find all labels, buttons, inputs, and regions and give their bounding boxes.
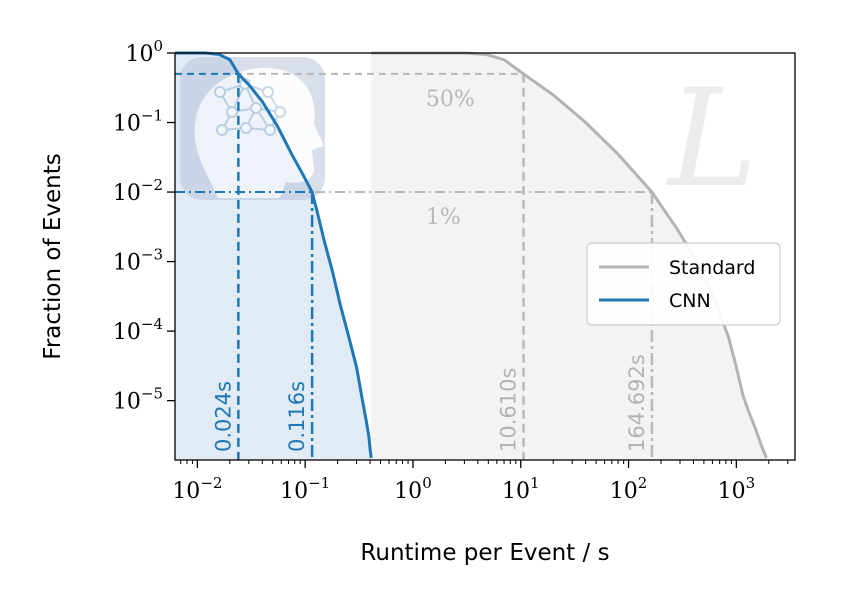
threshold-label: 1% [426,205,461,230]
y-tick-label: 100 [125,37,163,67]
legend-label: Standard [669,257,755,279]
series-line-standard [371,51,768,459]
y-tick-label: 10−3 [113,246,163,276]
y-tick-label: 10−2 [113,176,163,206]
network-node [262,86,274,98]
ai-head-logo [180,57,325,200]
legend-label: CNN [669,290,711,312]
y-tick-label: 10−4 [113,315,163,345]
runtime-label: 0.116s [285,381,309,452]
head-silhouette [194,67,324,198]
y-axis-title: Fraction of Events [40,153,66,359]
text-layer: 10−2 10−1 100 101 102 103 100 10−1 10−2 10−3 10−4 1… [40,37,755,566]
script-l-watermark: L [665,60,758,217]
runtime-label: 164.692s [625,354,649,452]
standard-area [371,53,767,460]
network-node [250,102,262,114]
series-line-cnn [175,51,373,459]
network-node [216,124,228,136]
threshold-label: 50% [426,87,475,112]
curves-layer [175,51,768,459]
x-tick-label: 101 [502,474,540,504]
x-tick-label: 10−1 [280,474,330,504]
network-node [214,86,226,98]
network-node [240,122,252,134]
legend-layer: Standard CNN [586,242,781,326]
x-tick-label: 100 [394,474,432,504]
network-node [264,124,276,136]
network-node [274,106,286,118]
y-tick-label: 10−5 [113,385,163,415]
x-tick-label: 10−2 [172,474,222,504]
legend-box [586,242,781,326]
plot-frame [174,52,796,461]
y-tick-label: 10−1 [113,107,163,137]
network-node [226,106,238,118]
runtime-label: 0.024s [211,381,235,452]
watermark-layer: L [180,57,758,217]
x-tick-label: 103 [718,474,756,504]
x-axis-title: Runtime per Event / s [360,540,609,566]
guide-lines-layer [175,72,654,460]
x-tick-label: 102 [610,474,648,504]
runtime-label: 10.610s [497,368,521,452]
frame-layer [167,52,796,468]
